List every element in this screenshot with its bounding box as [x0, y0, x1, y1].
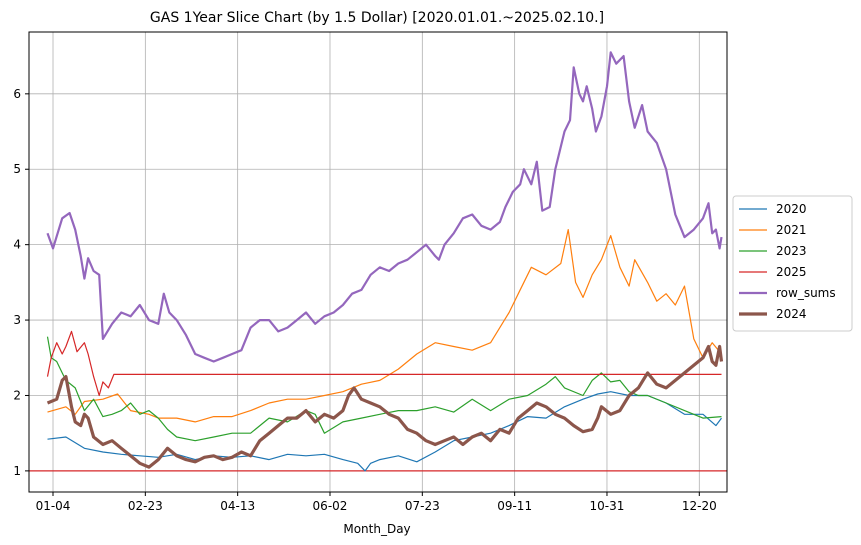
- x-tick-label: 07-23: [405, 499, 440, 513]
- series-line-2021: [47, 229, 722, 423]
- x-tick-label: 10-31: [590, 499, 625, 513]
- series-line-2024: [46, 344, 724, 469]
- legend-label: 2021: [776, 223, 807, 237]
- plot-frame: [28, 31, 728, 493]
- x-tick-label: 02-23: [128, 499, 163, 513]
- axis-ticks: 01-04 02-23 04-13 06-02 07-23 09-11 10-31 12-20…: [13, 87, 716, 513]
- series-line-2025: [46, 330, 722, 397]
- chart-title: GAS 1Year Slice Chart (by 1.5 Dollar) [2…: [150, 10, 604, 26]
- y-tick-label: 1: [13, 464, 21, 478]
- x-tick-label: 04-13: [220, 499, 255, 513]
- legend-label: 2020: [776, 202, 807, 216]
- x-tick-label: 06-02: [313, 499, 348, 513]
- legend-label: row_sums: [776, 286, 836, 300]
- y-tick-label: 5: [13, 162, 21, 176]
- y-tick-label: 2: [13, 388, 21, 402]
- x-tick-label: 09-11: [497, 499, 532, 513]
- x-tick-label: 12-20: [682, 499, 717, 513]
- series-line-row_sums: [46, 51, 723, 363]
- legend: 2020 2021 2023 2025 row_sums 2024: [732, 195, 853, 332]
- legend-label: 2023: [776, 244, 807, 258]
- y-tick-label: 6: [13, 87, 21, 101]
- legend-label: 2024: [776, 307, 807, 321]
- grid: [29, 32, 727, 492]
- x-tick-label: 01-04: [36, 499, 71, 513]
- series-layer: [46, 51, 724, 472]
- series-line-2020: [47, 391, 722, 472]
- x-axis-label: Month_Day: [343, 522, 410, 536]
- series-line-2023: [46, 336, 722, 442]
- y-tick-label: 4: [13, 238, 21, 252]
- legend-label: 2025: [776, 265, 807, 279]
- y-tick-label: 3: [13, 313, 21, 327]
